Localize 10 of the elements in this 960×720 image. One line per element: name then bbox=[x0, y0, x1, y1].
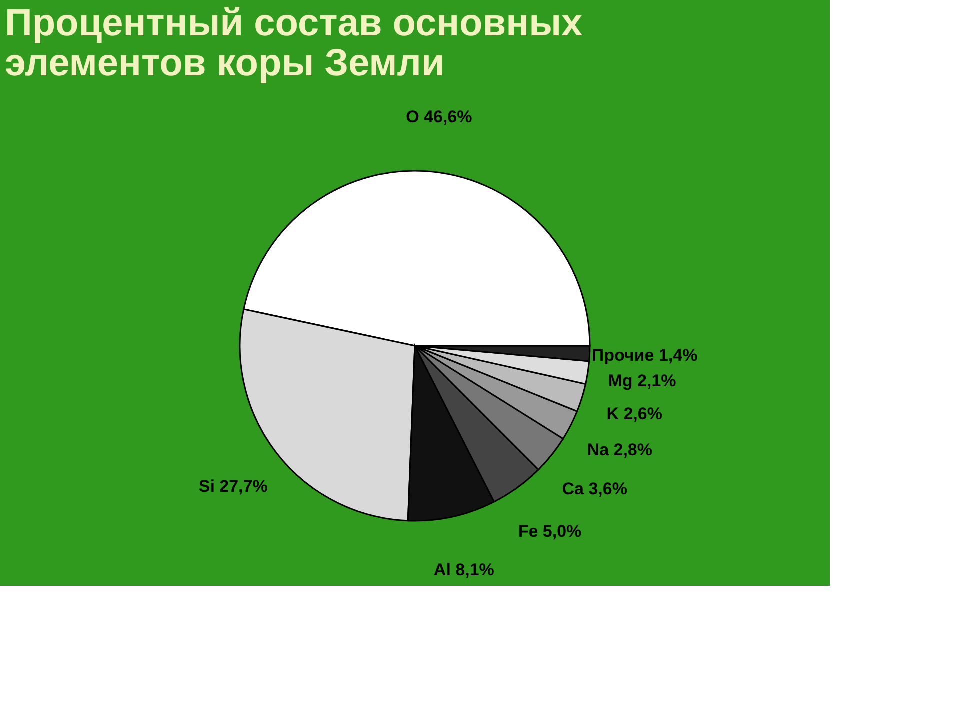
chart-title: Процентный состав основных элементов коры Земли bbox=[5, 2, 583, 84]
slice-label: O 46,6% bbox=[406, 107, 472, 126]
slice-label: K 2,6% bbox=[606, 404, 662, 424]
slice-label: Al 8,1% bbox=[434, 560, 494, 580]
slice-label: Na 2,8% bbox=[587, 440, 652, 460]
slice-label: Прочие 1,4% bbox=[592, 346, 698, 366]
slice-label: Ca 3,6% bbox=[562, 479, 628, 498]
slice-label: Mg 2,1% bbox=[608, 371, 676, 390]
slice-label: Si 27,7% bbox=[198, 477, 268, 496]
slice-label: Fe 5,0% bbox=[518, 522, 582, 542]
